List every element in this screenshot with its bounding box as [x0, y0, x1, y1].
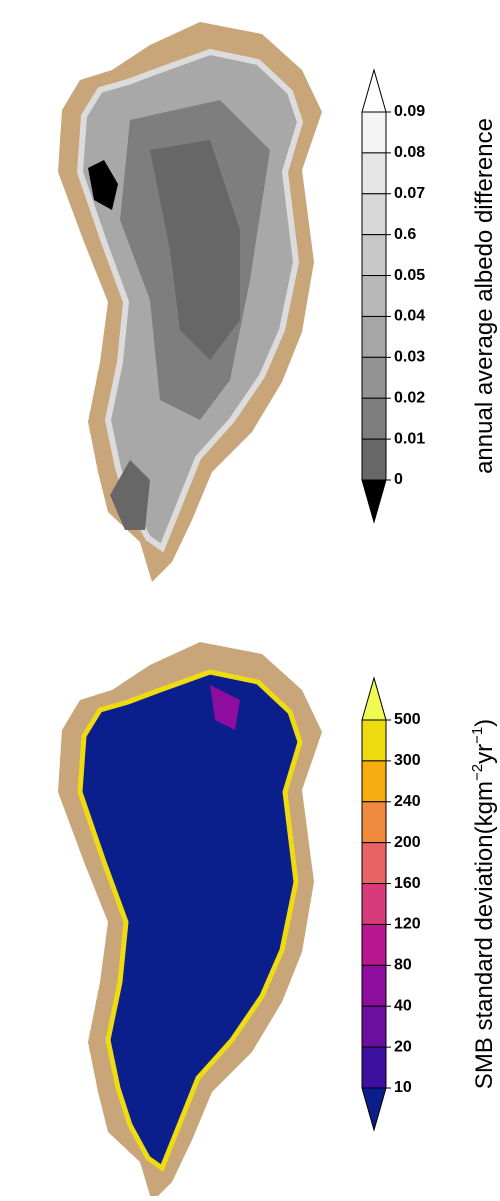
colorbar-segment — [361, 356, 387, 399]
colorbar-segment — [361, 801, 387, 844]
colorbar-segment — [361, 234, 387, 277]
colorbar-label: 0.02 — [394, 389, 425, 406]
colorbar-segment — [361, 397, 387, 440]
smb-map — [58, 642, 322, 1201]
colorbar-label: 0 — [394, 471, 403, 488]
colorbar-label: 0.03 — [394, 349, 425, 366]
colorbar-segment — [361, 883, 387, 925]
colorbar-over — [361, 68, 387, 113]
colorbar-label: 20 — [394, 1038, 412, 1055]
colorbar-label: 80 — [394, 957, 412, 974]
colorbar-segment — [361, 964, 387, 1007]
title-part: yr — [471, 744, 498, 764]
colorbar-segment — [361, 923, 387, 966]
colorbar-label: 240 — [394, 793, 421, 810]
colorbar-label: 40 — [394, 997, 412, 1014]
colorbar-segment — [361, 760, 387, 803]
colorbar-label: 120 — [394, 916, 421, 933]
colorbar-segment — [361, 842, 387, 885]
colorbar-segment — [361, 719, 387, 762]
colorbar-segment — [361, 1046, 387, 1089]
colorbar-segment — [361, 275, 387, 317]
colorbar-title: SMB standard deviation(kgm−2yr−1) — [469, 719, 498, 1089]
title-part: ) — [471, 719, 498, 727]
colorbar-label: 0.01 — [394, 430, 425, 447]
title-part: SMB standard deviation(kgm — [471, 781, 498, 1089]
colorbar-label: 160 — [394, 875, 421, 892]
colorbar-label: 0.07 — [394, 185, 425, 202]
colorbar-over — [361, 676, 387, 721]
colorbar-segment — [361, 438, 387, 481]
colorbar-segment — [361, 315, 387, 358]
colorbar-label: 0.08 — [394, 144, 425, 161]
colorbar-label: 200 — [394, 834, 421, 851]
colorbar-segment — [361, 111, 387, 154]
colorbar-label: 300 — [394, 752, 421, 769]
colorbar-label: 0.6 — [394, 226, 416, 243]
colorbar-under — [361, 479, 387, 524]
colorbar-segment — [361, 152, 387, 195]
colorbar-segment — [361, 1005, 387, 1048]
title-part: −1 — [469, 727, 486, 744]
title-part: −2 — [469, 764, 486, 781]
colorbar-label: 0.05 — [394, 267, 425, 284]
colorbar-segment — [361, 193, 387, 236]
colorbar-title: annual average albedo difference — [471, 118, 498, 474]
albedo-map — [58, 22, 322, 582]
colorbar-label: 10 — [394, 1079, 412, 1096]
colorbar-label: 0.09 — [394, 103, 425, 120]
colorbar-under — [361, 1087, 387, 1132]
colorbar-label: 0.04 — [394, 308, 425, 325]
colorbar-label: 500 — [394, 711, 421, 728]
